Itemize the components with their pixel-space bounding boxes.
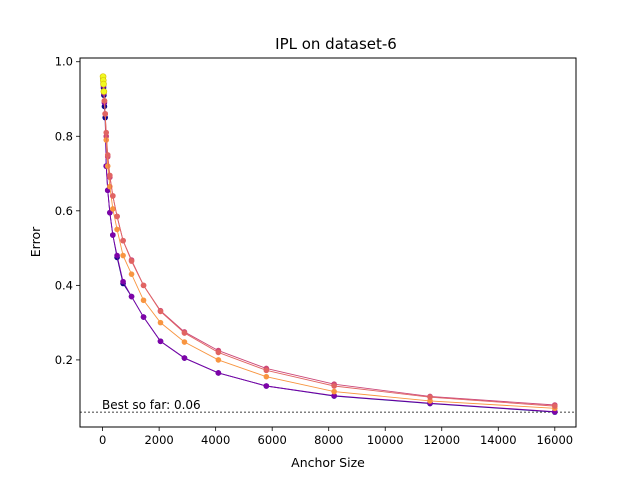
x-tick-label: 8000 — [314, 433, 343, 447]
y-tick-label: 0.6 — [55, 204, 73, 218]
series-5-point — [215, 349, 222, 356]
series-5-point — [157, 308, 164, 315]
y-tick-label: 0.2 — [55, 353, 73, 367]
series-5-point — [181, 330, 188, 336]
series-2-point — [181, 355, 188, 361]
x-tick-label: 6000 — [258, 433, 287, 447]
y-axis: 0.2 0.4 0.6 0.8 1.0 — [55, 55, 80, 367]
x-tick-label: 0 — [99, 433, 106, 447]
series-5-point — [128, 258, 135, 264]
series-5-point — [102, 111, 108, 117]
series-4-point — [120, 252, 126, 259]
series-5-point — [263, 367, 270, 374]
series-4-point — [110, 206, 116, 212]
x-tick-label: 10000 — [367, 433, 404, 447]
y-tick-label: 1.0 — [55, 55, 73, 69]
series-2-point — [331, 392, 337, 399]
series-5-point — [114, 213, 120, 220]
series-4-point — [103, 137, 110, 143]
series-5-point — [107, 172, 113, 179]
series-4-point — [215, 357, 222, 363]
series-5-point — [140, 282, 147, 289]
y-tick-label: 0.8 — [55, 129, 73, 143]
x-axis: 0 2000 4000 6000 8000 10000 12000 14000 16000 — [99, 427, 573, 447]
series-4-point — [263, 373, 270, 380]
chart-title: IPL on dataset-6 — [275, 35, 397, 53]
series-5-point — [101, 98, 108, 104]
series-2-point — [215, 370, 222, 376]
series-2-point — [110, 232, 116, 238]
highlight-point — [100, 80, 107, 88]
x-tick-label: 14000 — [480, 433, 517, 447]
series-4-point — [140, 297, 147, 304]
y-axis-label: Error — [28, 226, 43, 257]
x-tick-label: 2000 — [144, 433, 173, 447]
series-5-point — [120, 237, 126, 244]
series-4-point — [331, 388, 337, 395]
axes-frame — [79, 57, 577, 428]
series-4-point — [114, 226, 120, 233]
x-tick-label: 12000 — [423, 433, 460, 447]
series-2-point — [107, 209, 113, 216]
series-4-point — [104, 163, 111, 169]
series-4-point — [128, 271, 135, 277]
best-so-far-annotation: Best so far: 0.06 — [102, 398, 201, 412]
series-2-point — [114, 252, 120, 259]
series-5-point — [331, 383, 337, 389]
plot-area — [80, 73, 576, 415]
series-2-point — [128, 293, 135, 300]
x-axis-label: Anchor Size — [291, 455, 365, 470]
series-2-point — [140, 314, 147, 320]
highlight-point — [100, 88, 108, 95]
series-2-point — [157, 338, 164, 345]
series-5-point — [104, 152, 111, 158]
series-5-point — [103, 129, 110, 136]
series-5-point — [110, 193, 116, 199]
series-5-point — [552, 403, 558, 409]
series-4-point — [181, 339, 188, 345]
x-tick-label: 16000 — [537, 433, 574, 447]
series-4-point — [157, 319, 164, 326]
series-2-point — [263, 383, 270, 389]
series-5-point — [427, 394, 433, 400]
y-tick-label: 0.4 — [55, 278, 73, 292]
series-2-point — [120, 278, 126, 285]
x-tick-label: 4000 — [201, 433, 230, 447]
